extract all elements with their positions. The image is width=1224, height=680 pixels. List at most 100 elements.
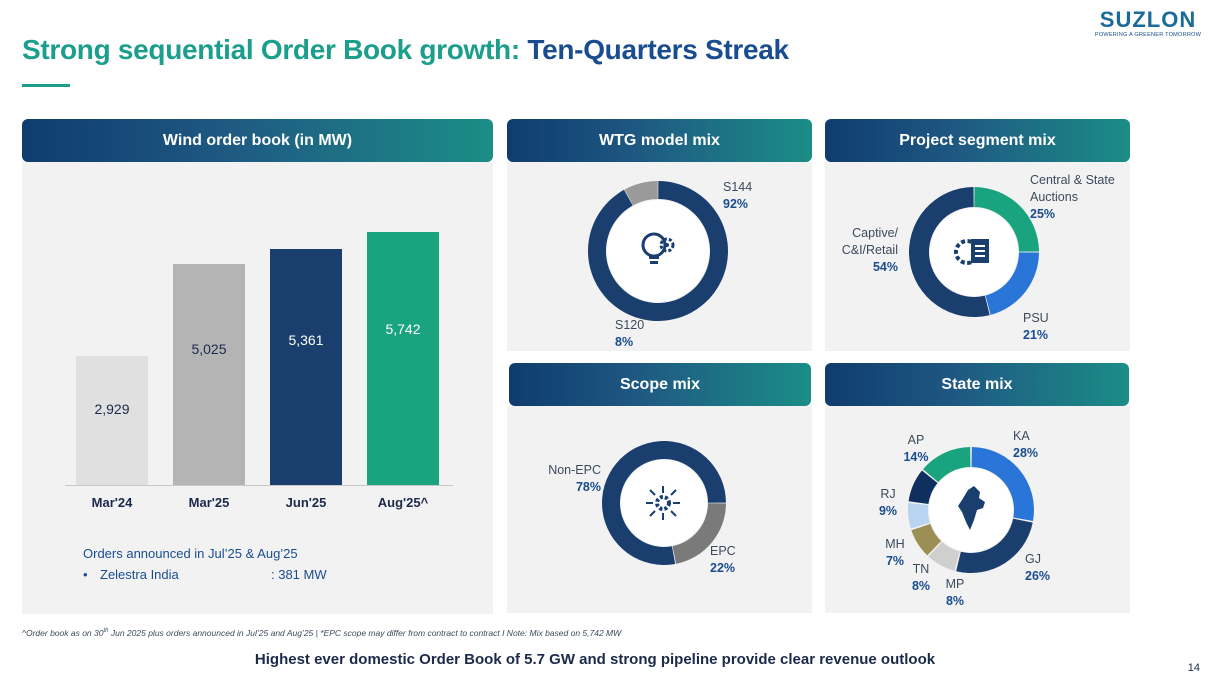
wtg-mix-header: WTG model mix	[507, 119, 812, 162]
x-tick-label-1: Mar'25	[188, 495, 230, 510]
state-rj-name: RJ	[880, 487, 896, 501]
tagline: Highest ever domestic Order Book of 5.7 …	[254, 651, 936, 668]
suzlon-logo: SUZLON POWERING A GREENER TOMORROW	[1092, 7, 1204, 39]
project-label-psu: PSU 21%	[1023, 310, 1049, 344]
state-label-ap: AP 14%	[899, 432, 933, 466]
bar-3	[367, 232, 439, 485]
project-label-captive: Captive/C&I/Retail 54%	[830, 225, 898, 276]
project-central-name-1: Central & State	[1030, 173, 1115, 187]
title-underline	[22, 84, 70, 87]
order-item: • Zelestra India : 381 MW	[83, 567, 327, 582]
document-gear-icon	[954, 239, 989, 265]
state-mix-header: State mix	[825, 363, 1129, 406]
project-central-pct: 25%	[1030, 207, 1056, 221]
slice-ap	[922, 447, 971, 483]
x-tick-label-2: Jun'25	[285, 495, 327, 510]
network-gear-icon	[646, 486, 680, 520]
x-tick-label-3: Aug'25^	[377, 495, 429, 510]
state-gj-pct: 26%	[1025, 569, 1051, 583]
footnote-part2: Jun 2025 plus orders announced in Jul’25…	[108, 628, 622, 638]
bar-value-label-2: 5,361	[288, 331, 324, 348]
order-item-name: Zelestra India	[100, 567, 179, 582]
bar-value-label-0: 2,929	[94, 401, 130, 418]
state-label-rj: RJ 9%	[874, 486, 902, 520]
wtg-s120-name: S120	[615, 318, 645, 332]
state-ka-name: KA	[1013, 429, 1030, 443]
state-tn-pct: 8%	[911, 579, 931, 593]
scope-label-nonepc: Non-EPC 78%	[540, 462, 601, 496]
project-captive-pct: 54%	[872, 260, 898, 274]
state-mh-pct: 7%	[885, 554, 905, 568]
project-captive-name-1: Captive/	[852, 226, 898, 240]
state-label-ka: KA 28%	[1013, 428, 1038, 462]
page-title: Strong sequential Order Book growth: Ten…	[22, 34, 789, 66]
project-segment-header: Project segment mix	[825, 119, 1130, 162]
order-item-amount: : 381 MW	[271, 567, 327, 582]
project-label-central: Central & State Auctions 25%	[1030, 172, 1115, 223]
state-rj-pct: 9%	[878, 504, 898, 518]
footnote: ^Order book as on 30th Jun 2025 plus ord…	[22, 628, 621, 638]
scope-epc-pct: 22%	[710, 561, 736, 575]
state-mh-name: MH	[885, 537, 905, 551]
state-label-mh: MH 7%	[881, 536, 909, 570]
state-gj-name: GJ	[1025, 552, 1041, 566]
state-label-mp: MP 8%	[941, 576, 969, 610]
slice-gj	[956, 518, 1033, 573]
order-bullet: •	[83, 567, 88, 582]
slice-mp	[928, 541, 960, 571]
state-ka-pct: 28%	[1013, 446, 1039, 460]
orders-announced-title: Orders announced in Jul’25 & Aug’25	[83, 546, 298, 561]
donut-hole	[621, 460, 707, 546]
bar-1	[173, 263, 245, 485]
state-label-tn: TN 8%	[907, 561, 935, 595]
slice-psu	[985, 252, 1039, 315]
page-title-part1: Strong sequential Order Book growth:	[22, 34, 528, 65]
state-tn-name: TN	[912, 562, 930, 576]
scope-epc-name: EPC	[710, 544, 736, 558]
state-mp-pct: 8%	[945, 594, 965, 608]
logo-tagline: POWERING A GREENER TOMORROW	[1094, 32, 1202, 38]
logo-word: SUZLON	[1099, 7, 1197, 32]
slice-central-state-auctions	[974, 187, 1039, 252]
slice-tn	[911, 523, 942, 556]
bar-2	[270, 249, 342, 485]
state-mp-name: MP	[945, 577, 965, 591]
wtg-s144-name: S144	[723, 180, 753, 194]
india-map-icon	[958, 486, 985, 530]
project-central-name-2: Auctions	[1030, 190, 1078, 204]
idea-gear-icon	[641, 232, 675, 264]
x-tick-label-0: Mar'24	[91, 495, 133, 510]
slice-epc	[672, 503, 726, 564]
slice-rj	[908, 470, 938, 505]
wtg-label-s120: S120 8%	[615, 317, 644, 351]
state-ap-name: AP	[907, 433, 925, 447]
project-psu-pct: 21%	[1023, 328, 1049, 342]
slice-s120	[624, 181, 658, 206]
page-number: 14	[1187, 662, 1200, 674]
order-book-axis	[65, 485, 453, 486]
slice-ka	[971, 447, 1034, 521]
bar-value-label-3: 5,742	[385, 320, 421, 337]
slice-captive-c-i-retail	[908, 187, 990, 317]
footnote-part1: ^Order book as on 30	[22, 628, 104, 638]
order-book-header: Wind order book (in MW)	[22, 119, 493, 162]
bar-0	[76, 356, 148, 485]
scope-label-epc: EPC 22%	[710, 543, 736, 577]
footnote-sup: th	[103, 628, 109, 635]
wtg-label-s144: S144 92%	[723, 179, 752, 213]
scope-mix-header: Scope mix	[509, 363, 811, 406]
wtg-s120-pct: 8%	[615, 335, 634, 349]
slice-mh	[908, 502, 930, 529]
page-title-part2: Ten-Quarters Streak	[527, 34, 789, 65]
wtg-s144-pct: 92%	[723, 197, 749, 211]
state-label-gj: GJ 26%	[1025, 551, 1050, 585]
bar-value-label-1: 5,025	[191, 341, 227, 358]
project-psu-name: PSU	[1023, 311, 1049, 325]
state-ap-pct: 14%	[903, 450, 929, 464]
scope-nonepc-name: Non-EPC	[548, 463, 601, 477]
donut-hole	[607, 200, 709, 302]
